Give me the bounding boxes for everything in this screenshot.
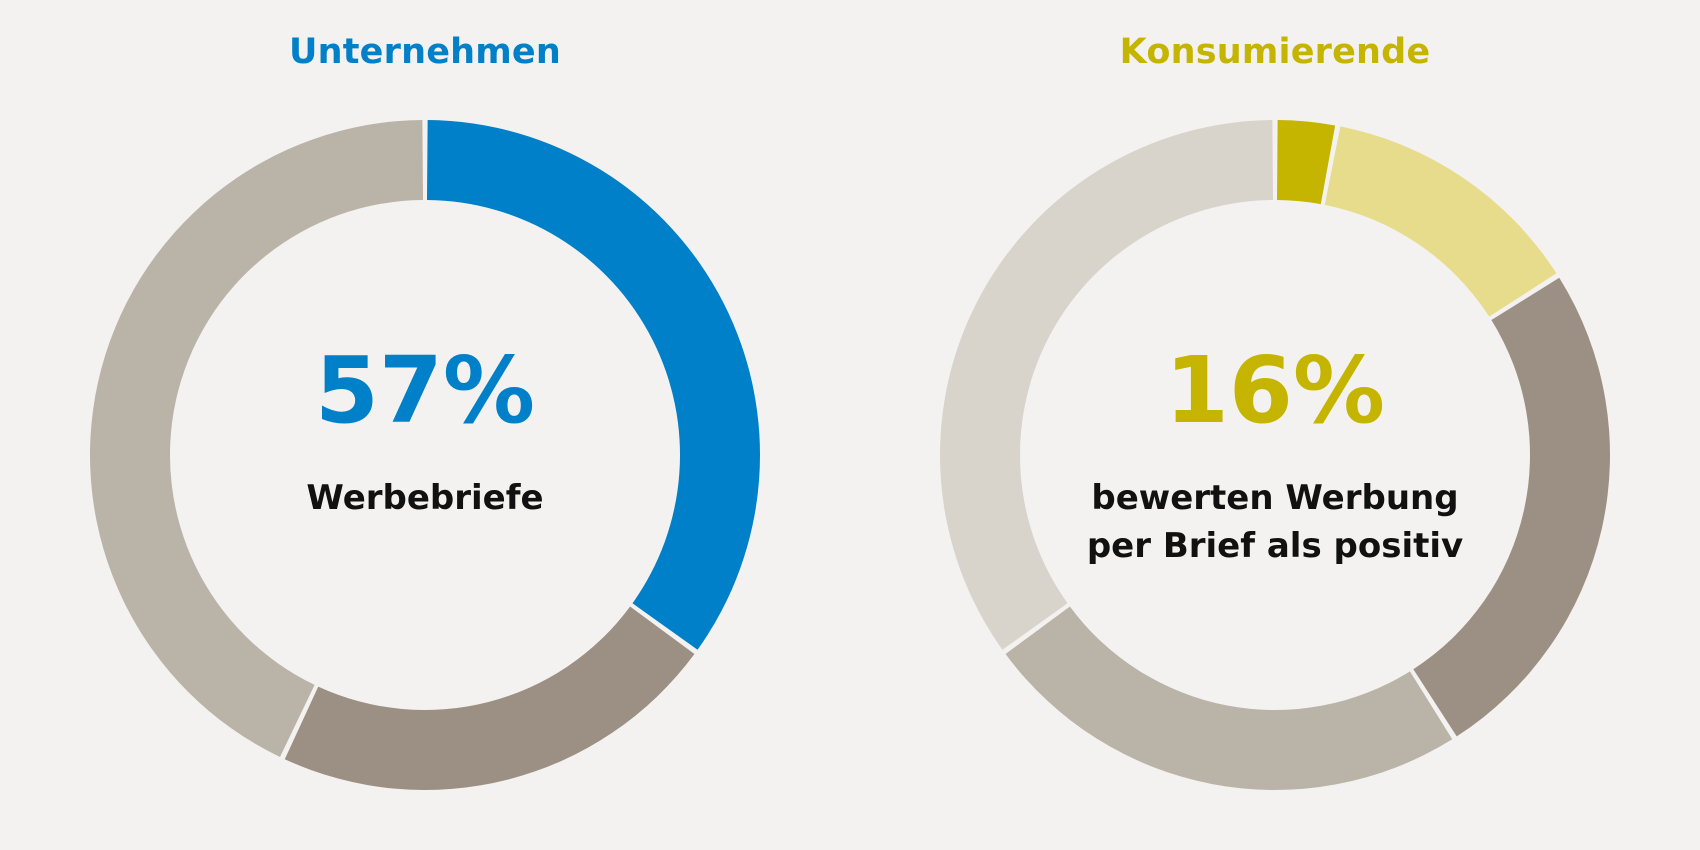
donut-slice-3 bbox=[89, 120, 423, 757]
donut-slice-1 bbox=[1277, 120, 1336, 205]
donut-chart-unternehmen bbox=[89, 120, 761, 790]
donut-slice-1 bbox=[427, 120, 761, 650]
chart-title: Unternehmen bbox=[289, 32, 561, 72]
donut-slice-2 bbox=[1324, 126, 1557, 317]
donut-slice-3 bbox=[1413, 277, 1610, 737]
center-label: bewerten Werbung per Brief als positiv bbox=[850, 474, 1700, 570]
center-percentage: 16% bbox=[1164, 337, 1386, 444]
donut-slice-5 bbox=[940, 120, 1273, 650]
chart-panel-konsumierende: Konsumierende 16% bewerten Werbung per B… bbox=[850, 0, 1700, 850]
donut-slice-2 bbox=[284, 606, 695, 790]
center-label-line: Werbebriefe bbox=[306, 478, 544, 518]
donut-chart-konsumierende bbox=[940, 120, 1610, 790]
center-label-line: per Brief als positiv bbox=[1086, 526, 1464, 566]
center-label: Werbebriefe bbox=[0, 474, 850, 522]
donut-slice-4 bbox=[1005, 606, 1453, 790]
center-label-line: bewerten Werbung bbox=[1091, 478, 1459, 518]
chart-title: Konsumierende bbox=[1119, 32, 1431, 72]
center-percentage: 57% bbox=[314, 337, 536, 444]
chart-panel-unternehmen: Unternehmen 57% Werbebriefe bbox=[0, 32, 850, 790]
